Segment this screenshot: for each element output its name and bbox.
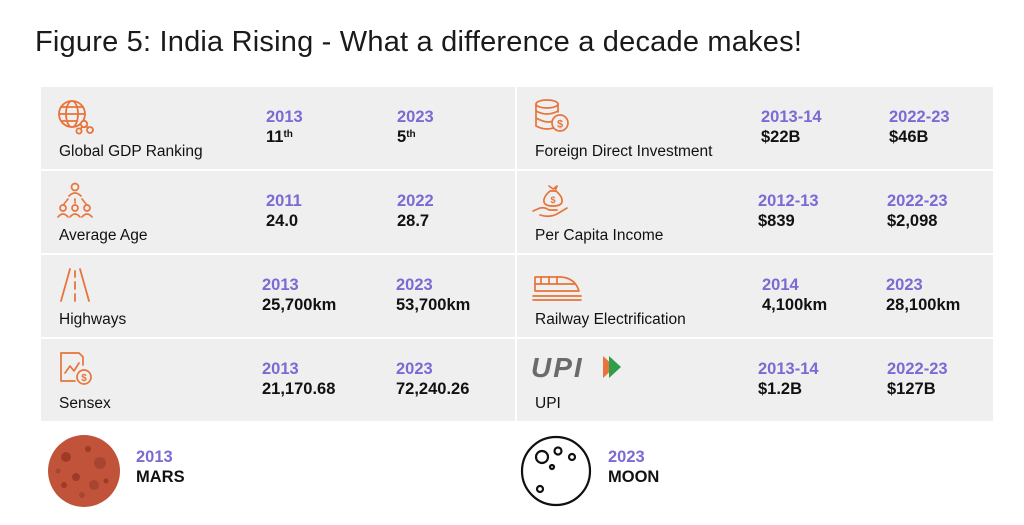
svg-text:$: $ <box>81 373 87 384</box>
stat-from: 2013 21,170.68 <box>262 359 335 399</box>
stat-to-value: 28,100km <box>886 296 961 314</box>
stat-from-value: 21,170.68 <box>262 380 336 398</box>
stat-from-value: 4,100km <box>762 296 828 314</box>
stat-to-value: 72,240.26 <box>396 380 470 398</box>
stat-to: 2022-23 $2,098 <box>887 191 948 231</box>
mars-text: 2013 MARS <box>136 447 185 487</box>
stat-to-year: 2022-23 <box>887 360 948 378</box>
stock-chart-icon: $ <box>55 349 95 389</box>
stat-from-value: $839 <box>758 212 795 230</box>
stat-row-fdi: $ Foreign Direct Investment 2013-14 $22B… <box>517 87 993 171</box>
right-stats-panel: $ Foreign Direct Investment 2013-14 $22B… <box>517 87 993 421</box>
stat-from: 2013 25,700km <box>262 275 336 315</box>
stat-from-year: 2013 <box>266 108 303 126</box>
stat-to: 2022-23 $46B <box>889 107 950 147</box>
stat-from: 2014 4,100km <box>762 275 827 315</box>
stat-row-per-capita-income: $ Per Capita Income 2012-13 $839 2022-23… <box>517 171 993 255</box>
stat-to: 2023 72,240.26 <box>396 359 469 399</box>
stat-label: Highways <box>59 311 127 328</box>
stat-from-value: 25,700km <box>262 296 337 314</box>
stat-to-year: 2023 <box>396 276 433 294</box>
stat-row-sensex: $ Sensex 2013 21,170.68 2023 72,240.26 <box>41 339 515 421</box>
stat-to-year: 2022-23 <box>887 192 948 210</box>
stat-to: 2023 5th <box>397 107 434 147</box>
stat-from: 2013-14 $1.2B <box>758 359 819 399</box>
stat-from: 2011 24.0 <box>266 191 302 231</box>
stat-row-highways: Highways 2013 25,700km 2023 53,700km <box>41 255 515 339</box>
stat-to-value: $2,098 <box>887 212 938 230</box>
left-stats-panel: Global GDP Ranking 2013 11th 2023 5th Av… <box>41 87 515 421</box>
moon-milestone: 2023 MOON <box>518 433 659 509</box>
stat-from-value: 24.0 <box>266 212 299 230</box>
moon-text: 2023 MOON <box>608 447 659 487</box>
stat-to-year: 2022 <box>397 192 434 210</box>
stat-from-year: 2013-14 <box>758 360 819 378</box>
stat-row-average-age: Average Age 2011 24.0 2022 28.7 <box>41 171 515 255</box>
stat-label: Railway Electrification <box>535 311 686 328</box>
people-group-icon <box>55 181 95 221</box>
stat-to-value: $127B <box>887 380 936 398</box>
stat-to-value: 28.7 <box>397 212 430 230</box>
svg-text:UPI: UPI <box>531 353 584 383</box>
stat-label: Sensex <box>59 395 111 412</box>
stat-to-value: 53,700km <box>396 296 471 314</box>
road-icon <box>55 265 95 305</box>
stat-to-year: 2023 <box>397 108 434 126</box>
stat-label: Global GDP Ranking <box>59 143 203 160</box>
moon-name: MOON <box>608 468 660 486</box>
stat-label: Foreign Direct Investment <box>535 143 713 160</box>
page-title: Figure 5: India Rising - What a differen… <box>35 26 803 58</box>
coins-dollar-icon: $ <box>531 97 571 137</box>
stat-from-year: 2014 <box>762 276 799 294</box>
stat-from-year: 2011 <box>266 192 302 210</box>
stat-row-upi: UPI UPI 2013-14 $1.2B 2022-23 $127B <box>517 339 993 421</box>
stat-from-year: 2012-13 <box>758 192 819 210</box>
stat-from: 2013-14 $22B <box>761 107 822 147</box>
stat-from-value: $22B <box>761 128 801 146</box>
stat-label: UPI <box>535 395 561 412</box>
stat-to-year: 2023 <box>886 276 923 294</box>
moon-year: 2023 <box>608 448 645 466</box>
stat-to-value: 5th <box>397 128 416 146</box>
svg-text:$: $ <box>550 195 555 205</box>
stat-from-year: 2013 <box>262 276 299 294</box>
stat-from-year: 2013-14 <box>761 108 822 126</box>
stat-from-value: $1.2B <box>758 380 803 398</box>
stat-to: 2023 28,100km <box>886 275 960 315</box>
stat-label: Per Capita Income <box>535 227 664 244</box>
stat-from: 2012-13 $839 <box>758 191 819 231</box>
train-icon <box>531 265 582 305</box>
stat-to-value: $46B <box>889 128 929 146</box>
stat-from-year: 2013 <box>262 360 299 378</box>
upi-logo-icon: UPI <box>531 353 627 393</box>
stat-from-value: 11th <box>266 128 293 146</box>
moon-icon <box>518 433 594 509</box>
hand-money-bag-icon: $ <box>531 181 571 221</box>
globe-network-icon <box>55 97 95 137</box>
mars-planet-icon <box>46 433 122 509</box>
mars-milestone: 2013 MARS <box>46 433 185 509</box>
stat-to: 2023 53,700km <box>396 275 470 315</box>
stat-to-year: 2023 <box>396 360 433 378</box>
mars-year: 2013 <box>136 448 173 466</box>
stat-row-railway-electrification: Railway Electrification 2014 4,100km 202… <box>517 255 993 339</box>
mars-name: MARS <box>136 468 185 486</box>
stat-row-gdp-ranking: Global GDP Ranking 2013 11th 2023 5th <box>41 87 515 171</box>
stat-to: 2022-23 $127B <box>887 359 948 399</box>
stat-to-year: 2022-23 <box>889 108 950 126</box>
stat-label: Average Age <box>59 227 148 244</box>
stat-from: 2013 11th <box>266 107 303 147</box>
stat-to: 2022 28.7 <box>397 191 434 231</box>
svg-text:$: $ <box>557 119 563 131</box>
